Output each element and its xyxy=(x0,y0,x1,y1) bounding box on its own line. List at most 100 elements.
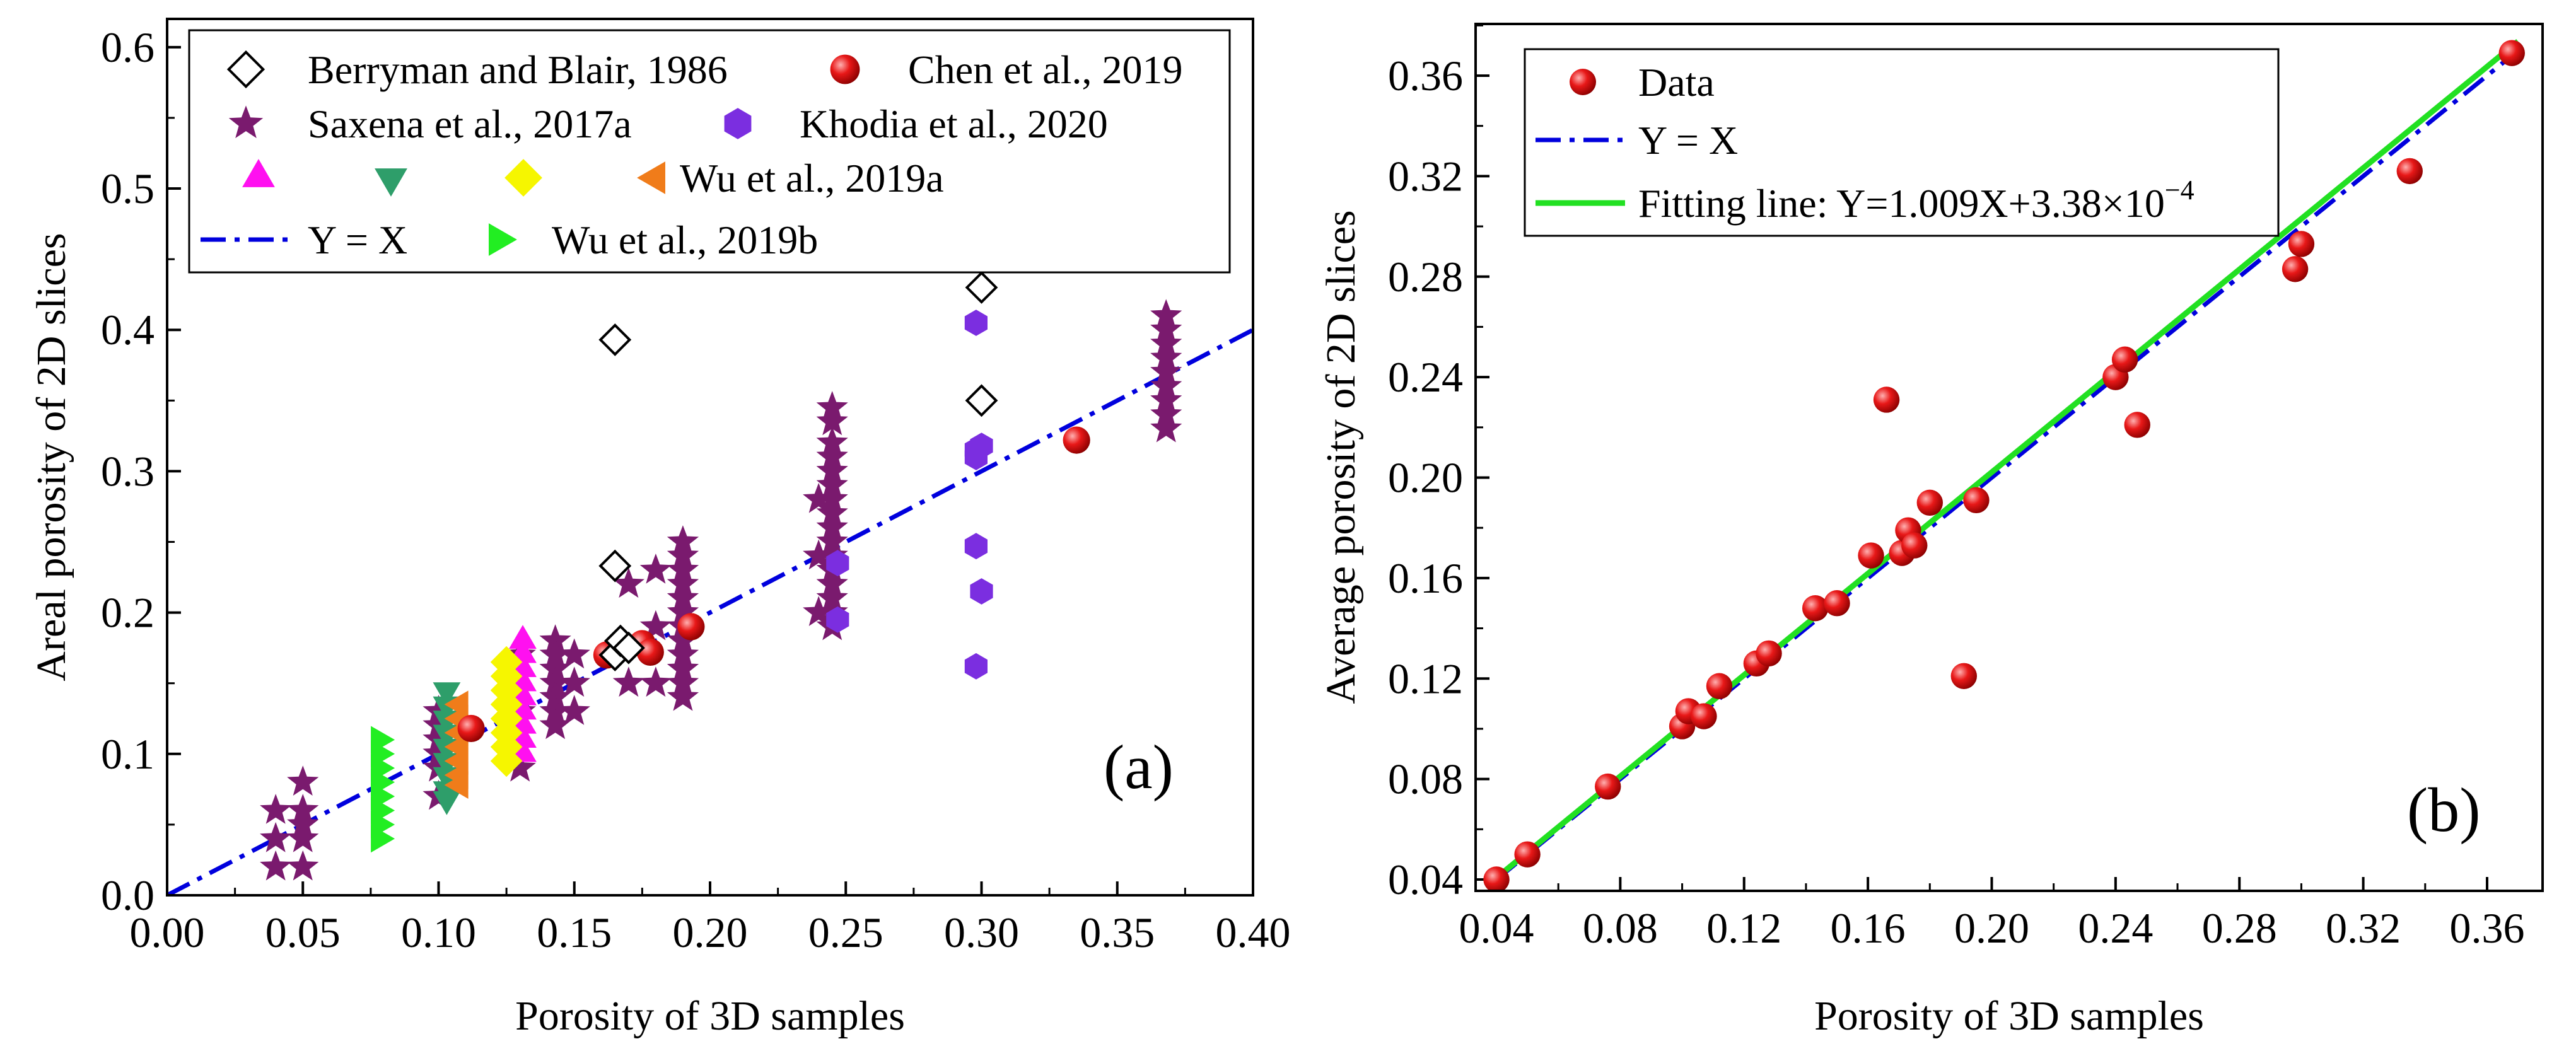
y-tick-label: 0.08 xyxy=(1388,755,1463,803)
panel-b-legend: Data Y = X Fitting line: Y=1.009X+3.38×1… xyxy=(1524,48,2280,237)
x-tick-label: 0.24 xyxy=(2078,904,2153,952)
panel-b-legend-box xyxy=(1524,48,2280,237)
data-point xyxy=(2396,158,2423,185)
data-point xyxy=(423,751,455,782)
y-tick-label: 0.12 xyxy=(1388,654,1463,702)
panel-b-y-tick-labels: 0.04 0.08 0.12 0.16 0.20 0.24 0.28 0.32 0.36 xyxy=(1388,52,1463,903)
panel-a-legend: Berryman and Blair, 1986 Chen et al., 20… xyxy=(188,29,1231,274)
x-tick-label: 0.32 xyxy=(2326,904,2401,952)
data-point xyxy=(803,482,835,513)
legend-marker xyxy=(375,168,407,197)
y-tick-label: 0.28 xyxy=(1388,253,1463,301)
data-point xyxy=(639,666,672,697)
data-point xyxy=(287,822,319,852)
data-point xyxy=(260,794,292,824)
y-tick-label: 0.04 xyxy=(1388,856,1463,903)
data-point xyxy=(970,433,993,459)
data-point xyxy=(1063,426,1090,454)
panel-b-x-tick-labels: 0.04 0.08 0.12 0.16 0.20 0.24 0.28 0.32 0.36 xyxy=(1459,904,2525,952)
data-point xyxy=(1514,841,1541,868)
legend-chen: Chen et al., 2019 xyxy=(908,47,1182,92)
panel-a-tick-marks xyxy=(166,45,1254,897)
y-tick-label: 0.1 xyxy=(101,730,154,778)
data-point xyxy=(964,310,988,336)
legend-data: Data xyxy=(1638,60,1715,105)
data-point xyxy=(964,653,988,680)
y-tick-label: 0.2 xyxy=(101,589,154,637)
legend-marker xyxy=(637,161,665,194)
x-tick-label: 0.08 xyxy=(1583,904,1658,952)
data-point xyxy=(598,549,632,583)
panel-b-data-points xyxy=(1483,40,2525,891)
data-point xyxy=(558,638,590,669)
data-point xyxy=(260,850,292,881)
data-point xyxy=(1873,386,1900,413)
data-point xyxy=(287,850,319,881)
legend-marker xyxy=(830,54,860,84)
data-point xyxy=(612,631,645,665)
x-tick-label: 0.35 xyxy=(1080,909,1155,956)
y-tick-label: 0.16 xyxy=(1388,554,1463,602)
legend-marker xyxy=(489,223,517,256)
x-tick-label: 0.20 xyxy=(673,909,748,956)
legend-saxena: Saxena et al., 2017a xyxy=(308,102,632,146)
data-point xyxy=(558,666,590,697)
data-point xyxy=(490,745,523,777)
y-tick-label: 0.0 xyxy=(101,871,154,919)
y-tick-label: 0.3 xyxy=(101,447,154,495)
data-point xyxy=(539,709,571,740)
panel-a-plot-frame xyxy=(166,18,1254,897)
panel-a: 0.00.10.20.30.40.50.6 0.00 0.05 0.10 0.15 0.… xyxy=(28,18,1291,1039)
data-point xyxy=(1150,412,1182,443)
x-tick-label: 0.25 xyxy=(808,909,883,956)
x-tick-label: 0.20 xyxy=(1954,904,2029,952)
panel-b-fitting-line xyxy=(1495,39,2520,880)
x-tick-label: 0.10 xyxy=(401,909,476,956)
data-point xyxy=(965,271,998,304)
panel-a-y-tick-labels: 0.0 0.1 0.2 0.3 0.4 0.5 0.6 xyxy=(101,23,154,919)
panel-a-label: (a) xyxy=(1104,732,1174,802)
data-point xyxy=(965,384,998,417)
data-point xyxy=(1824,590,1850,617)
panel-b: 0.04 0.08 0.12 0.16 0.20 0.24 0.28 0.32 0.36 0.0… xyxy=(1318,23,2544,1039)
data-point xyxy=(457,714,485,743)
data-point xyxy=(1916,489,1944,516)
legend-marker xyxy=(724,108,752,139)
data-point xyxy=(509,625,537,649)
panel-a-x-axis-label: Porosity of 3D samples xyxy=(515,993,905,1039)
legend-berryman: Berryman and Blair, 1986 xyxy=(308,47,728,92)
data-point xyxy=(433,791,461,815)
y-tick-label: 0.4 xyxy=(101,306,154,354)
legend-khodia: Khodia et al., 2020 xyxy=(800,102,1108,146)
x-tick-label: 0.36 xyxy=(2450,904,2525,952)
panel-a-data-points xyxy=(260,271,1182,881)
data-point xyxy=(816,405,848,436)
data-point xyxy=(2498,40,2525,66)
panel-b-plot-frame xyxy=(1474,23,2544,892)
data-point xyxy=(1706,673,1733,699)
data-point xyxy=(1691,703,1717,729)
legend-marker xyxy=(504,159,542,197)
data-point xyxy=(371,825,395,853)
data-point xyxy=(826,550,849,576)
y-tick-label: 0.36 xyxy=(1388,52,1463,100)
data-point xyxy=(433,682,461,707)
legend-wu-2019b: Wu et al., 2019b xyxy=(552,218,818,262)
legend-wu-2019a: Wu et al., 2019a xyxy=(680,156,944,200)
legend-fit-exponent: −4 xyxy=(2165,175,2194,206)
x-tick-label: 0.30 xyxy=(944,909,1019,956)
data-point xyxy=(639,554,672,584)
data-point xyxy=(612,666,644,697)
panel-a-x-tick-labels: 0.00 0.05 0.10 0.15 0.20 0.25 0.30 0.35 0.40 xyxy=(130,909,1291,956)
panel-a-legend-markers xyxy=(226,50,860,256)
data-point xyxy=(287,765,319,796)
data-point xyxy=(803,539,835,570)
data-point xyxy=(1802,595,1829,622)
legend-marker xyxy=(228,105,264,139)
data-point xyxy=(677,613,705,641)
panel-b-reference-line xyxy=(1495,49,2520,881)
panel-a-y-axis-label: Areal porosity of 2D slices xyxy=(28,233,74,681)
y-tick-label: 0.6 xyxy=(101,23,154,71)
panel-b-label: (b) xyxy=(2407,775,2481,845)
